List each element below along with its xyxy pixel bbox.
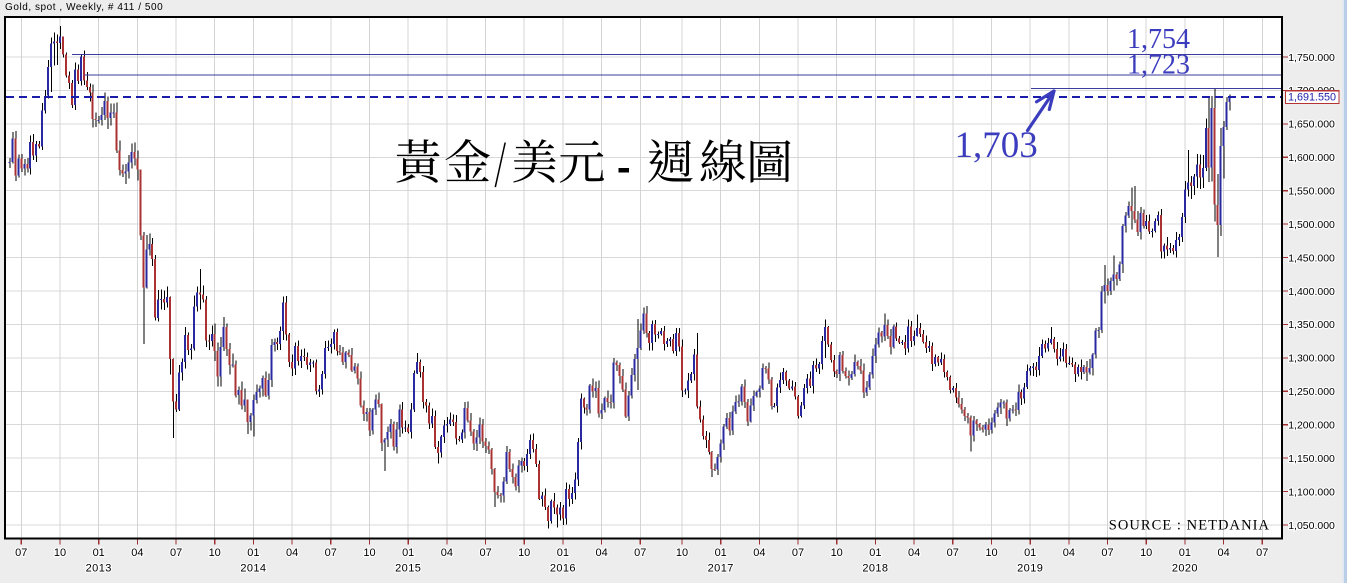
- svg-text:04: 04: [131, 547, 143, 559]
- svg-text:10: 10: [363, 547, 375, 559]
- svg-text:1,750.000: 1,750.000: [1288, 52, 1335, 64]
- svg-text:07: 07: [170, 547, 182, 559]
- svg-text:1,754: 1,754: [1127, 24, 1190, 55]
- svg-text:2013: 2013: [86, 563, 112, 575]
- svg-text:07: 07: [947, 547, 959, 559]
- svg-text:07: 07: [325, 547, 337, 559]
- svg-text:01: 01: [869, 547, 881, 559]
- svg-text:04: 04: [286, 547, 298, 559]
- svg-text:2018: 2018: [862, 563, 888, 575]
- svg-text:07: 07: [15, 547, 27, 559]
- svg-text:07: 07: [1101, 547, 1113, 559]
- svg-text:1,250.000: 1,250.000: [1288, 386, 1335, 398]
- svg-text:2016: 2016: [550, 563, 576, 575]
- svg-text:2019: 2019: [1017, 563, 1043, 575]
- svg-text:07: 07: [792, 547, 804, 559]
- svg-text:04: 04: [908, 547, 920, 559]
- svg-text:1,450.000: 1,450.000: [1288, 252, 1335, 264]
- svg-text:1,200.000: 1,200.000: [1288, 420, 1335, 432]
- svg-text:10: 10: [54, 547, 66, 559]
- svg-text:07: 07: [479, 547, 491, 559]
- svg-text:1,400.000: 1,400.000: [1288, 286, 1335, 298]
- svg-text:1,300.000: 1,300.000: [1288, 353, 1335, 365]
- svg-text:01: 01: [715, 547, 727, 559]
- svg-text:1,350.000: 1,350.000: [1288, 319, 1335, 331]
- svg-text:1,150.000: 1,150.000: [1288, 453, 1335, 465]
- svg-text:07: 07: [634, 547, 646, 559]
- svg-text:2014: 2014: [240, 563, 266, 575]
- svg-text:2017: 2017: [708, 563, 734, 575]
- svg-text:04: 04: [441, 547, 453, 559]
- svg-text:04: 04: [595, 547, 607, 559]
- svg-text:SOURCE : NETDANIA: SOURCE : NETDANIA: [1109, 518, 1270, 534]
- svg-text:01: 01: [247, 547, 259, 559]
- svg-text:01: 01: [1179, 547, 1191, 559]
- svg-text:01: 01: [93, 547, 105, 559]
- svg-text:1,691.550: 1,691.550: [1288, 92, 1336, 104]
- svg-text:1,650.000: 1,650.000: [1288, 119, 1335, 131]
- svg-text:1,050.000: 1,050.000: [1288, 520, 1335, 532]
- svg-text:07: 07: [1256, 547, 1268, 559]
- svg-text:2020: 2020: [1172, 563, 1198, 575]
- svg-text:04: 04: [1063, 547, 1075, 559]
- svg-text:10: 10: [209, 547, 221, 559]
- svg-text:1,100.000: 1,100.000: [1288, 486, 1335, 498]
- svg-text:10: 10: [831, 547, 843, 559]
- svg-text:10: 10: [1140, 547, 1152, 559]
- svg-text:04: 04: [753, 547, 765, 559]
- svg-text:10: 10: [985, 547, 997, 559]
- svg-text:04: 04: [1217, 547, 1229, 559]
- svg-text:01: 01: [557, 547, 569, 559]
- svg-text:01: 01: [402, 547, 414, 559]
- svg-text:1,550.000: 1,550.000: [1288, 186, 1335, 198]
- svg-text:01: 01: [1024, 547, 1036, 559]
- svg-text:1,500.000: 1,500.000: [1288, 219, 1335, 231]
- svg-text:1,600.000: 1,600.000: [1288, 152, 1335, 164]
- svg-text:1,703: 1,703: [955, 125, 1038, 166]
- svg-text:10: 10: [676, 547, 688, 559]
- svg-text:10: 10: [518, 547, 530, 559]
- svg-text:1,723: 1,723: [1127, 50, 1190, 81]
- svg-text:2015: 2015: [395, 563, 421, 575]
